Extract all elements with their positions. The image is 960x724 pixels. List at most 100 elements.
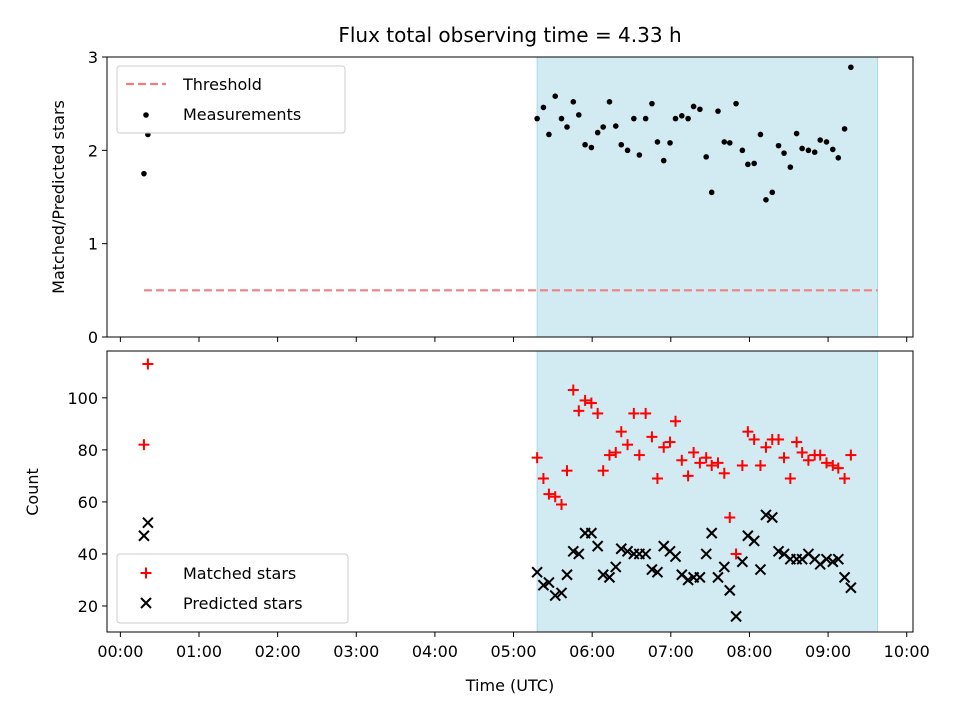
xtick-label: 09:00 (805, 642, 851, 661)
bottom-shaded-region (536, 350, 879, 633)
measurement-point (757, 131, 764, 138)
measurement-point (805, 147, 812, 154)
measurement-point (679, 113, 685, 119)
measurement-point (654, 139, 661, 145)
predicted-star-point (603, 571, 616, 584)
matched-star-point (585, 397, 597, 409)
matched-star-point (676, 454, 688, 466)
matched-star-point (628, 407, 640, 419)
measurement-point (600, 124, 606, 130)
predicted-star-point (832, 553, 845, 565)
predicted-star-point (838, 571, 851, 584)
measurement-point (703, 154, 709, 160)
bottom-legend (116, 553, 349, 624)
predicted-star-point (549, 589, 561, 602)
measurement-point (588, 144, 595, 151)
measurement-point (787, 164, 794, 170)
measurement-point (715, 108, 721, 114)
top-ytick-label: 0 (88, 328, 98, 347)
legend-threshold-label: Threshold (182, 75, 262, 94)
predicted-star-point (567, 545, 580, 558)
bottom-axes-frame (106, 350, 914, 633)
measurement-point (781, 150, 787, 156)
matched-star-point (549, 491, 561, 503)
measurement-point (624, 147, 631, 154)
legend-predicted-swatch (140, 597, 152, 609)
matched-star-point (664, 436, 676, 448)
predicted-star-point (138, 530, 150, 542)
measurement-point (708, 189, 715, 196)
top-panel: Matched/Predicted stars 0 1 2 3 Threshold Mea… (49, 48, 914, 347)
top-ytick-label: 1 (88, 235, 98, 254)
predicted-star-point (730, 610, 742, 623)
bottom-ytick-label: 60 (78, 493, 98, 512)
measurement-point (558, 115, 565, 122)
matched-star-point (556, 499, 568, 511)
predicted-star-point (760, 509, 772, 521)
predicted-star-point (561, 569, 573, 581)
matched-star-point (839, 472, 851, 484)
bottom-ytick-label: 40 (78, 545, 98, 564)
bottom-panel: Count Time (UTC) 20 40 60 80 100 00:00 01:00 02… (23, 350, 930, 695)
measurement-point (799, 145, 805, 152)
matched-star-point (615, 426, 627, 438)
measurement-point (739, 147, 746, 154)
matched-star-point (531, 452, 543, 464)
measurement-point (690, 103, 697, 110)
xtick-label: 00:00 (97, 642, 143, 661)
xtick-label: 01:00 (176, 642, 222, 661)
matched-star-point (802, 454, 814, 466)
measurement-point (606, 99, 613, 105)
bottom-ytick-label: 80 (78, 441, 98, 460)
matched-star-point (633, 449, 645, 461)
measurement-point (564, 124, 570, 130)
measurement-point (631, 115, 637, 122)
measurement-point (793, 130, 800, 137)
predicted-star-point (700, 548, 712, 560)
measurement-point (811, 149, 818, 155)
matched-star-point (640, 407, 652, 419)
measurement-point (733, 100, 739, 107)
measurement-point (618, 141, 625, 148)
measurement-point (534, 115, 540, 122)
measurement-point (141, 170, 147, 177)
matched-star-point (845, 449, 857, 461)
predicted-star-point (651, 566, 664, 578)
predicted-star-point (724, 584, 736, 597)
predicted-star-point (615, 543, 627, 555)
measurement-point (769, 189, 776, 196)
xtick-label: 06:00 (569, 642, 615, 661)
predicted-star-point (705, 527, 718, 539)
predicted-star-point (555, 587, 568, 599)
measurement-point (841, 126, 848, 132)
top-axes-frame (106, 56, 914, 338)
measurement-point (552, 93, 559, 99)
measurement-point (576, 112, 582, 118)
matched-star-point (138, 439, 150, 451)
measurement-point (612, 123, 619, 129)
predicted-star-point (537, 579, 550, 591)
legend-predicted-label: Predicted stars (183, 594, 303, 613)
matched-star-point (682, 470, 694, 482)
measurement-point (636, 152, 643, 158)
measurement-point (570, 99, 577, 105)
matched-star-point (700, 452, 712, 464)
matched-star-point (142, 358, 154, 370)
matched-star-point (754, 459, 766, 471)
measurement-point (660, 157, 667, 164)
bottom-ytick-label: 20 (78, 597, 98, 616)
xtick-label: 03:00 (333, 642, 379, 661)
legend-measurements-label: Measurements (183, 105, 301, 124)
matched-star-point (573, 405, 585, 417)
matched-star-point (832, 462, 844, 474)
matched-star-point (796, 446, 808, 458)
measurement-point (672, 115, 679, 122)
predicted-star-point (639, 548, 652, 560)
chart-title: Flux total observing time = 4.33 h (338, 23, 681, 47)
xtick-label: 04:00 (412, 642, 458, 661)
xlabel: Time (UTC) (465, 676, 554, 695)
measurement-point (726, 140, 733, 146)
predicted-star-point (682, 574, 694, 586)
matched-star-point (821, 457, 833, 469)
